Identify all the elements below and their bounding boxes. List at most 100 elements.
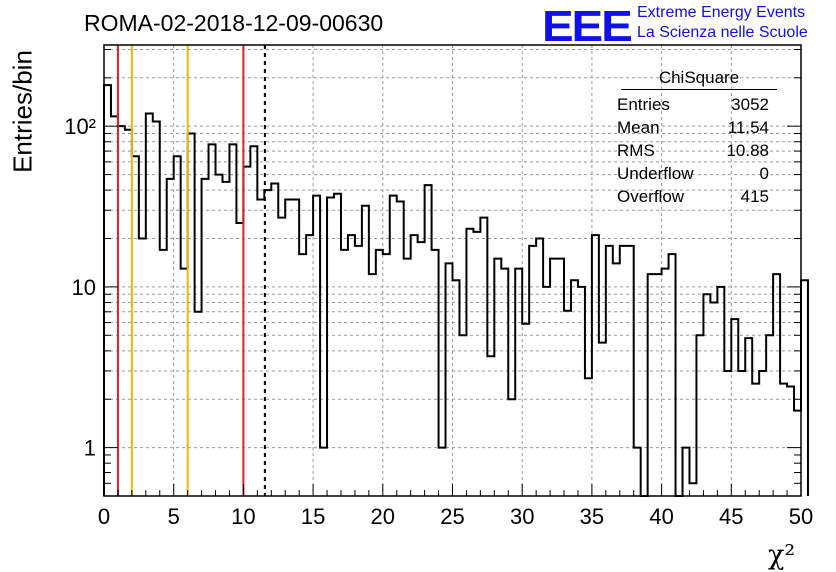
stats-label: Overflow [617, 187, 685, 206]
histogram-bin [738, 371, 745, 496]
x-tick-label: 25 [440, 504, 464, 529]
histogram-bin [564, 311, 571, 496]
histogram-bin [459, 335, 466, 496]
stats-value: 3052 [731, 95, 769, 114]
histogram-bin [153, 121, 160, 496]
stats-value: 11.54 [727, 118, 769, 137]
histogram-bin [369, 274, 376, 496]
x-tick-label: 15 [301, 504, 325, 529]
stats-row-overflow: Overflow 415 [611, 185, 777, 208]
stats-row-rms: RMS 10.88 [611, 139, 777, 162]
histogram-bin [536, 239, 543, 496]
histogram-bin [397, 201, 404, 496]
histogram-bin [132, 156, 139, 496]
x-axis-label: χ² [768, 540, 796, 571]
histogram-bin [320, 448, 327, 496]
stats-label: Mean [617, 118, 660, 137]
histogram-bin [195, 312, 202, 496]
x-tick-label: 20 [371, 504, 395, 529]
histogram-bin [418, 242, 425, 496]
histogram-bin [648, 274, 655, 496]
histogram-bin [745, 338, 752, 496]
x-tick-label: 50 [789, 504, 813, 529]
histogram-bin [487, 356, 494, 496]
histogram-bin [125, 130, 132, 496]
stats-box: ChiSquare Entries 3052 Mean 11.54 RMS 10… [611, 68, 777, 208]
histogram-bin [306, 235, 313, 496]
histogram-bin [592, 235, 599, 496]
histogram-bin [209, 144, 216, 496]
histogram-bin [167, 179, 174, 496]
histogram-bin [571, 280, 578, 496]
stats-row-entries: Entries 3052 [611, 93, 777, 116]
stats-row-mean: Mean 11.54 [611, 116, 777, 139]
histogram-bin [585, 378, 592, 496]
stats-value: 10.88 [726, 141, 769, 160]
histogram-bin [453, 280, 460, 496]
histogram-bin [271, 183, 278, 496]
histogram-bin [466, 229, 473, 496]
y-tick-label: 10 [72, 275, 96, 300]
x-tick-label: 35 [580, 504, 604, 529]
histogram-bin [139, 239, 146, 496]
histogram-bin [348, 235, 355, 496]
histogram-bin [111, 116, 118, 496]
histogram-bin [285, 199, 292, 496]
eee-logo: EEE [542, 2, 633, 51]
logo-line-2: La Scienza nelle Scuole [637, 24, 808, 41]
histogram-bin [243, 167, 250, 496]
histogram-bin [752, 384, 759, 496]
histogram-bin [146, 113, 153, 496]
histogram-bin [390, 196, 397, 496]
histogram-bin [439, 448, 446, 496]
histogram-bin [446, 263, 453, 496]
histogram-bin [202, 179, 209, 496]
histogram-bin [780, 384, 787, 496]
histogram-bin [118, 126, 125, 496]
x-tick-label: 45 [719, 504, 743, 529]
stats-value: 415 [740, 187, 769, 206]
histogram-bin [236, 223, 243, 496]
histogram-bin [104, 85, 111, 496]
histogram-bin [689, 483, 696, 496]
stats-row-underflow: Underflow 0 [611, 162, 777, 185]
histogram-bin [411, 235, 418, 496]
stats-label: RMS [617, 141, 655, 160]
y-axis-label: Entries/bin [7, 50, 38, 173]
histogram-bin [334, 194, 341, 496]
histogram-bin [578, 287, 585, 496]
histogram-bin [292, 199, 299, 496]
histogram-bin [229, 144, 236, 496]
stats-title: ChiSquare [621, 68, 777, 90]
histogram-bin [731, 319, 738, 496]
page-title: ROMA-02-2018-12-09-00630 [84, 10, 384, 36]
stats-value: 0 [759, 164, 769, 183]
histogram-bin [634, 448, 641, 496]
histogram-bin [299, 254, 306, 496]
histogram-bin [801, 280, 808, 496]
histogram-bin [787, 387, 794, 496]
histogram-bin [278, 218, 285, 496]
histogram-bin [257, 199, 264, 496]
histogram-bin [327, 197, 334, 496]
histogram-bin [766, 335, 773, 496]
histogram-bin [222, 182, 229, 496]
histogram-bin [174, 156, 181, 496]
histogram-bin [250, 146, 257, 496]
logo-line-1: Extreme Energy Events [637, 4, 806, 21]
histogram-bin [522, 324, 529, 496]
stats-label: Entries [617, 95, 670, 114]
histogram-bin [696, 335, 703, 496]
histogram-bin [773, 274, 780, 496]
histogram-series [103, 84, 809, 497]
histogram-bin [473, 232, 480, 496]
x-tick-label: 5 [168, 504, 180, 529]
histogram-bin [683, 448, 690, 496]
histogram-bin [655, 274, 662, 496]
histogram-bin [543, 287, 550, 496]
y-tick-label: 1 [84, 436, 96, 461]
histogram-bin [703, 294, 710, 496]
histogram-bin [383, 254, 390, 496]
stats-label: Underflow [617, 164, 694, 183]
histogram-bin [717, 287, 724, 496]
